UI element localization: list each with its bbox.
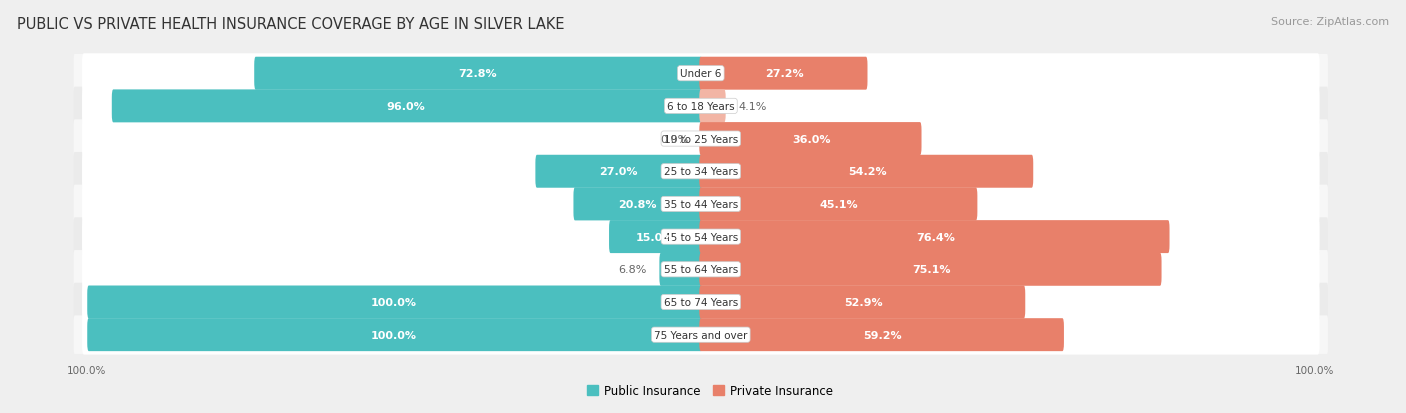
Text: 96.0%: 96.0%: [387, 102, 426, 112]
Text: 75.1%: 75.1%: [912, 265, 950, 275]
FancyBboxPatch shape: [609, 221, 703, 254]
FancyBboxPatch shape: [87, 286, 703, 319]
FancyBboxPatch shape: [82, 282, 1320, 322]
Text: 35 to 44 Years: 35 to 44 Years: [664, 199, 738, 209]
Text: 72.8%: 72.8%: [458, 69, 496, 79]
FancyBboxPatch shape: [82, 152, 1320, 192]
Text: 36.0%: 36.0%: [792, 134, 831, 144]
FancyBboxPatch shape: [112, 90, 703, 123]
FancyBboxPatch shape: [73, 88, 1327, 126]
Text: PUBLIC VS PRIVATE HEALTH INSURANCE COVERAGE BY AGE IN SILVER LAKE: PUBLIC VS PRIVATE HEALTH INSURANCE COVER…: [17, 17, 564, 31]
FancyBboxPatch shape: [82, 119, 1320, 159]
Text: 75 Years and over: 75 Years and over: [654, 330, 748, 340]
FancyBboxPatch shape: [699, 90, 725, 123]
FancyBboxPatch shape: [87, 318, 703, 351]
Text: 45 to 54 Years: 45 to 54 Years: [664, 232, 738, 242]
FancyBboxPatch shape: [699, 123, 921, 156]
FancyBboxPatch shape: [82, 87, 1320, 126]
Text: Under 6: Under 6: [681, 69, 721, 79]
FancyBboxPatch shape: [82, 185, 1320, 224]
Text: 20.8%: 20.8%: [617, 199, 657, 209]
FancyBboxPatch shape: [699, 57, 868, 90]
Text: 27.2%: 27.2%: [765, 69, 804, 79]
FancyBboxPatch shape: [73, 55, 1327, 93]
Text: 45.1%: 45.1%: [820, 199, 859, 209]
FancyBboxPatch shape: [73, 152, 1327, 191]
FancyBboxPatch shape: [73, 120, 1327, 159]
FancyBboxPatch shape: [574, 188, 703, 221]
FancyBboxPatch shape: [73, 250, 1327, 289]
Text: 52.9%: 52.9%: [844, 297, 883, 307]
FancyBboxPatch shape: [254, 57, 703, 90]
Text: 6.8%: 6.8%: [619, 265, 647, 275]
Text: 6 to 18 Years: 6 to 18 Years: [666, 102, 734, 112]
Text: 54.2%: 54.2%: [848, 167, 887, 177]
FancyBboxPatch shape: [73, 316, 1327, 354]
Text: 0.0%: 0.0%: [661, 134, 689, 144]
FancyBboxPatch shape: [73, 218, 1327, 256]
Text: 27.0%: 27.0%: [599, 167, 637, 177]
FancyBboxPatch shape: [699, 286, 1025, 319]
FancyBboxPatch shape: [73, 283, 1327, 321]
Text: 19 to 25 Years: 19 to 25 Years: [664, 134, 738, 144]
Text: 65 to 74 Years: 65 to 74 Years: [664, 297, 738, 307]
FancyBboxPatch shape: [82, 54, 1320, 94]
Text: 100.0%: 100.0%: [371, 297, 416, 307]
FancyBboxPatch shape: [82, 250, 1320, 290]
Text: 76.4%: 76.4%: [915, 232, 955, 242]
Text: Source: ZipAtlas.com: Source: ZipAtlas.com: [1271, 17, 1389, 26]
FancyBboxPatch shape: [536, 155, 703, 188]
Legend: Public Insurance, Private Insurance: Public Insurance, Private Insurance: [581, 378, 839, 403]
Text: 25 to 34 Years: 25 to 34 Years: [664, 167, 738, 177]
FancyBboxPatch shape: [699, 253, 1161, 286]
FancyBboxPatch shape: [659, 253, 703, 286]
Text: 15.0%: 15.0%: [636, 232, 673, 242]
Text: 59.2%: 59.2%: [863, 330, 901, 340]
Text: 55 to 64 Years: 55 to 64 Years: [664, 265, 738, 275]
FancyBboxPatch shape: [699, 318, 1064, 351]
Text: 100.0%: 100.0%: [371, 330, 416, 340]
FancyBboxPatch shape: [699, 155, 1033, 188]
FancyBboxPatch shape: [73, 185, 1327, 224]
FancyBboxPatch shape: [699, 188, 977, 221]
FancyBboxPatch shape: [699, 221, 1170, 254]
FancyBboxPatch shape: [82, 217, 1320, 257]
FancyBboxPatch shape: [82, 315, 1320, 355]
Text: 4.1%: 4.1%: [738, 102, 766, 112]
